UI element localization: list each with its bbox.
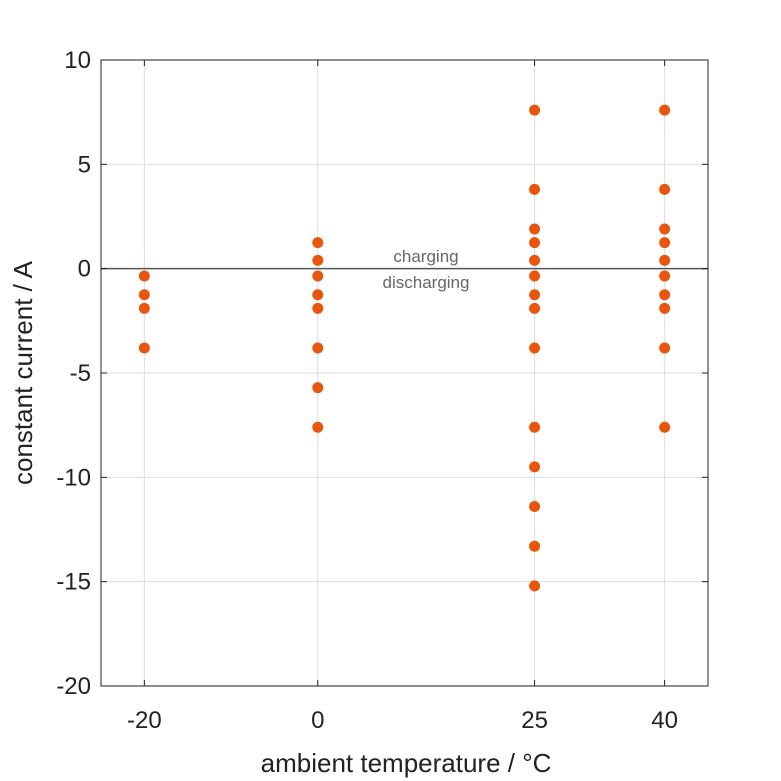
annotation-charging: charging (393, 247, 458, 266)
y-axis-label: constant current / A (8, 260, 38, 485)
y-tick-label: 5 (78, 151, 91, 178)
x-tick-label: -20 (127, 707, 162, 734)
data-point (529, 342, 541, 354)
y-tick-label: -15 (56, 569, 91, 596)
data-point (529, 501, 541, 513)
data-point (659, 104, 671, 116)
data-point (312, 382, 324, 394)
axis-ticks: -20 0 25 40 10 5 0 -5 -10 -15 -20 (56, 47, 708, 734)
data-point (659, 254, 671, 266)
data-point (312, 270, 324, 282)
data-point (312, 289, 324, 301)
data-point (529, 289, 541, 301)
data-point (312, 302, 324, 314)
annotation-discharging: discharging (383, 273, 470, 292)
data-point (529, 461, 541, 473)
data-point (529, 540, 541, 552)
data-point (659, 302, 671, 314)
data-point (138, 270, 150, 282)
data-point (529, 223, 541, 235)
data-points (138, 104, 671, 592)
data-point (529, 302, 541, 314)
x-tick-label: 0 (311, 707, 324, 734)
y-tick-label: 10 (64, 47, 91, 74)
grid-lines (101, 59, 708, 687)
y-tick-label: -10 (56, 464, 91, 491)
data-point (312, 237, 324, 249)
y-tick-label: -20 (56, 673, 91, 700)
data-point (312, 254, 324, 266)
data-point (659, 289, 671, 301)
x-tick-label: 25 (521, 707, 548, 734)
data-point (659, 223, 671, 235)
data-point (529, 421, 541, 433)
data-point (659, 237, 671, 249)
data-point (659, 183, 671, 195)
data-point (529, 237, 541, 249)
data-point (529, 580, 541, 592)
x-axis-label: ambient temperature / °C (261, 748, 552, 778)
data-point (529, 254, 541, 266)
y-tick-label: -5 (70, 360, 91, 387)
data-point (138, 289, 150, 301)
data-point (659, 421, 671, 433)
data-point (529, 104, 541, 116)
y-tick-label: 0 (78, 256, 91, 283)
data-point (312, 342, 324, 354)
data-point (529, 183, 541, 195)
data-point (138, 302, 150, 314)
data-point (312, 421, 324, 433)
data-point (529, 270, 541, 282)
data-point (659, 342, 671, 354)
data-point (659, 270, 671, 282)
data-point (138, 342, 150, 354)
x-tick-label: 40 (651, 707, 678, 734)
